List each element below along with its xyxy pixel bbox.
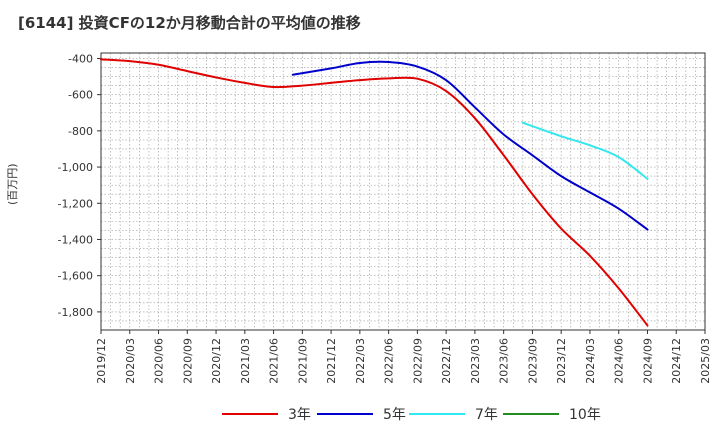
y-tick-label: -400: [68, 52, 93, 65]
x-tick-label: 2023/06: [498, 338, 511, 384]
x-tick-label: 2025/03: [699, 338, 712, 384]
legend-label: 10年: [569, 407, 601, 423]
x-tick-label: 2022/06: [383, 338, 396, 384]
x-tick-label: 2022/12: [440, 338, 453, 384]
x-tick-label: 2023/12: [555, 338, 568, 384]
legend-label: 3年: [288, 407, 311, 423]
legend-label: 5年: [383, 407, 406, 423]
y-tick-label: -1,000: [58, 161, 93, 174]
x-tick-label: 2024/09: [641, 338, 654, 384]
x-tick-label: 2024/06: [613, 338, 626, 384]
x-tick-label: 2023/09: [526, 338, 539, 384]
x-tick-label: 2021/12: [325, 338, 338, 384]
legend-label: 7年: [475, 407, 498, 423]
x-tick-label: 2020/12: [210, 338, 223, 384]
x-tick-label: 2020/03: [124, 338, 137, 384]
y-tick-label: -1,400: [58, 233, 93, 246]
legend-item: 10年: [503, 402, 601, 426]
x-tick-label: 2024/12: [670, 338, 683, 384]
plot-area: [101, 53, 705, 330]
series-line-3: [521, 121, 649, 180]
x-tick-label: 2021/09: [296, 338, 309, 384]
y-tick-label: -1,200: [58, 197, 93, 210]
legend: 3年 5年 7年 10年: [0, 402, 720, 426]
plot-frame: [100, 52, 706, 331]
legend-swatch: [222, 413, 278, 415]
legend-item: 7年: [409, 402, 498, 426]
x-tick-label: 2020/06: [153, 338, 166, 384]
x-tick-label: 2021/06: [268, 338, 281, 384]
legend-item: 3年: [222, 402, 311, 426]
y-tick-label: -600: [68, 89, 93, 102]
y-tick-label: -1,600: [58, 270, 93, 283]
x-tick-label: 2021/03: [239, 338, 252, 384]
line-chart: -400 -600 -800 -1,000 -1,200 -1,400 -1,600 -1,8…: [58, 52, 712, 384]
y-tick-label: -1,800: [58, 306, 93, 319]
legend-item: 5年: [317, 402, 406, 426]
series-line-1: [100, 58, 649, 327]
legend-swatch: [409, 413, 465, 415]
x-tick-label: 2024/03: [584, 338, 597, 384]
x-tick-label: 2023/03: [469, 338, 482, 384]
x-tick-label: 2022/09: [411, 338, 424, 384]
x-tick-label: 2019/12: [95, 338, 108, 384]
y-tick-label: -800: [68, 125, 93, 138]
legend-swatch: [317, 413, 373, 415]
x-tick-label: 2022/03: [354, 338, 367, 384]
legend-swatch: [503, 413, 559, 415]
chart-title: [6144] 投資CFの12か月移動合計の平均値の推移: [18, 14, 361, 32]
x-tick-label: 2020/09: [181, 338, 194, 384]
series-line-2: [291, 60, 649, 231]
